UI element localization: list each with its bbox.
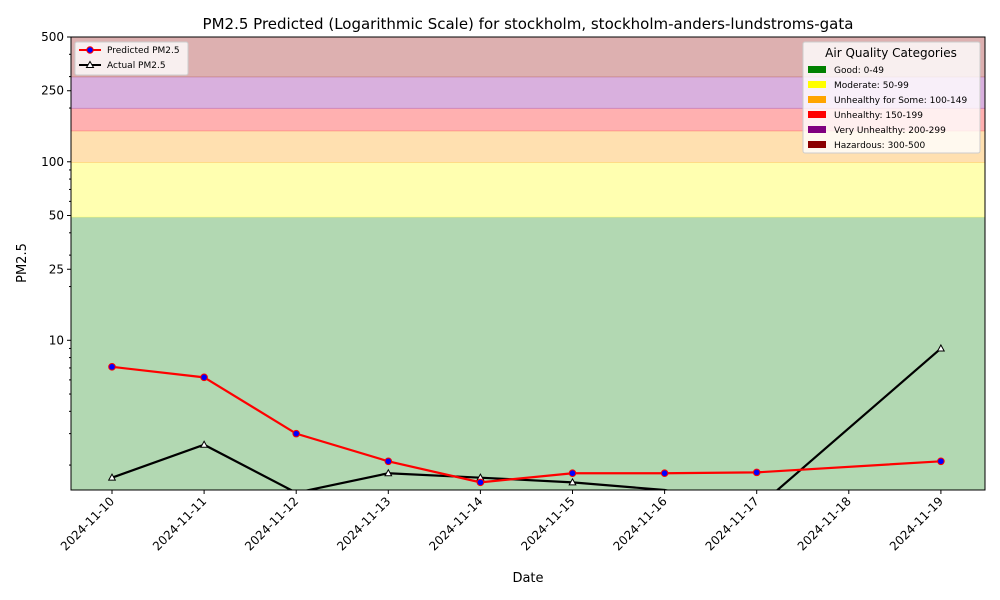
- legend-actual-label: Actual PM2.5: [107, 61, 166, 71]
- category-label: Very Unhealthy: 200-299: [834, 126, 946, 136]
- predicted-point: [752, 468, 761, 477]
- category-swatch: [808, 66, 826, 73]
- categories-legend-box: [802, 41, 981, 154]
- y-axis-label: PM2.5: [15, 243, 30, 283]
- category-label: Hazardous: 300-500: [834, 141, 925, 151]
- category-swatch: [808, 126, 826, 133]
- x-tick-label: 2024-11-18: [795, 494, 854, 553]
- series-legend: Predicted PM2.5 Actual PM2.5: [74, 41, 189, 76]
- categories-legend-title: Air Quality Categories: [825, 46, 957, 60]
- actual-point: [107, 473, 117, 481]
- x-axis-ticks: 2024-11-10 2024-11-11 2024-11-12 2024-11-13…: [58, 490, 946, 553]
- y-tick-label: 25: [49, 262, 64, 276]
- predicted-point: [200, 373, 208, 382]
- x-tick-label: 2024-11-11: [150, 494, 209, 553]
- y-tick-label: 10: [49, 333, 64, 347]
- category-swatch: [808, 141, 826, 148]
- x-tick-label: 2024-11-13: [334, 494, 393, 553]
- category-label: Moderate: 50-99: [834, 81, 909, 91]
- predicted-point: [660, 469, 669, 478]
- y-axis-ticks: 10 25 50 100 250 500: [41, 30, 71, 466]
- aqi-band-3: [71, 108, 985, 131]
- category-label: Unhealthy for Some: 100-149: [834, 96, 967, 106]
- plot-frame: [70, 36, 986, 491]
- y-tick-label: 50: [49, 209, 64, 223]
- predicted-point: [476, 478, 485, 487]
- categories-legend: Air Quality Categories Good: 0-49 Moderat…: [802, 41, 981, 154]
- y-tick-label: 250: [41, 84, 64, 98]
- series-layer: [107, 343, 946, 490]
- actual-point: [568, 477, 577, 486]
- predicted-point: [937, 457, 945, 466]
- predicted-point: [384, 457, 393, 466]
- x-tick-label: 2024-11-12: [242, 494, 301, 553]
- actual-point: [936, 343, 946, 352]
- y-tick-label: 500: [41, 30, 64, 44]
- x-tick-label: 2024-11-17: [703, 494, 762, 553]
- legend-predicted-marker: [86, 46, 94, 54]
- predicted-point: [108, 363, 116, 371]
- legend-actual-marker: [85, 60, 95, 68]
- predicted-point: [292, 429, 301, 438]
- x-tick-label: 2024-11-14: [426, 494, 485, 553]
- x-tick-label: 2024-11-10: [58, 494, 117, 553]
- x-tick-label: 2024-11-19: [887, 494, 946, 553]
- category-swatch: [808, 96, 826, 103]
- aqi-band-0: [71, 217, 985, 490]
- series-legend-box: [74, 41, 189, 76]
- chart-title: PM2.5 Predicted (Logarithmic Scale) for …: [203, 15, 854, 33]
- x-axis-label: Date: [512, 571, 543, 586]
- x-tick-label: 2024-11-16: [611, 494, 670, 553]
- category-swatch: [808, 111, 826, 118]
- aqi-bands: [71, 37, 985, 490]
- actual-point: [384, 468, 393, 477]
- category-label: Unhealthy: 150-199: [834, 111, 923, 121]
- category-swatch: [808, 81, 826, 88]
- x-tick-label: 2024-11-15: [518, 494, 577, 553]
- aqi-band-1: [71, 162, 985, 218]
- actual-point: [199, 440, 209, 448]
- category-label: Good: 0-49: [834, 66, 884, 76]
- y-tick-label: 100: [41, 155, 64, 169]
- legend-predicted-label: Predicted PM2.5: [107, 46, 180, 56]
- predicted-point: [568, 469, 577, 478]
